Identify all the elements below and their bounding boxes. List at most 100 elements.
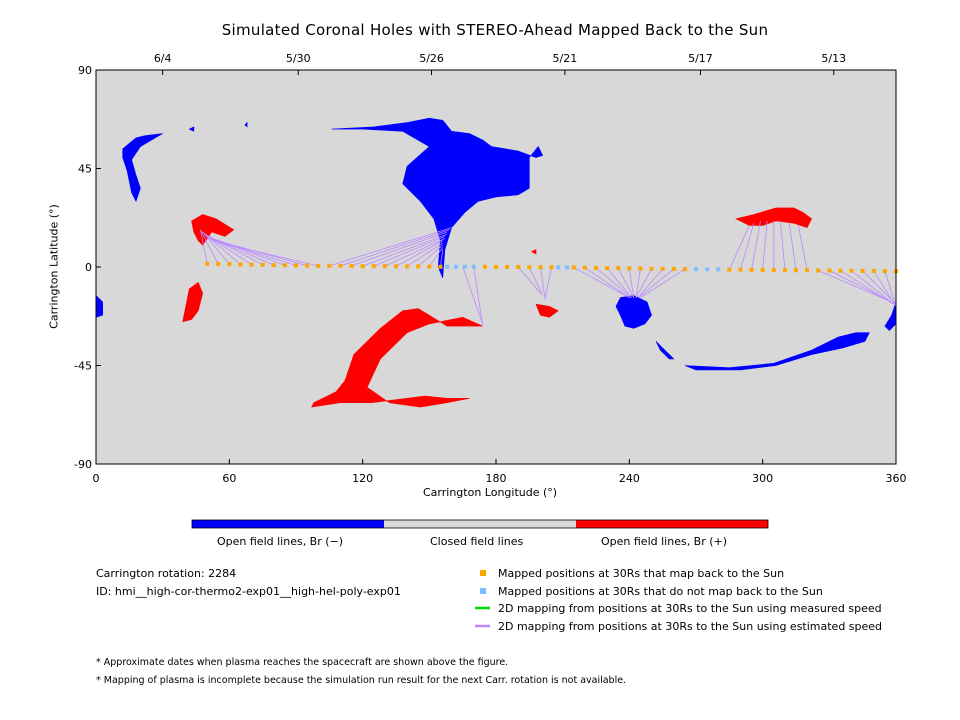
coronal-hole-positive: [530, 249, 537, 255]
mapping-line: [351, 231, 448, 267]
coronal-hole-positive: [535, 303, 559, 318]
y-tick-label: 0: [85, 261, 92, 274]
mapped-point: [627, 266, 632, 271]
mapped-point: [727, 267, 732, 272]
mapping-line: [573, 267, 630, 298]
axes: 0 60 120 180 240 300 360 -90 -45 0 45 90 6/4 5/30 5/26…: [74, 52, 906, 485]
colorbar: [191, 519, 769, 529]
mapping-line: [740, 223, 755, 270]
mapping-line: [728, 225, 750, 270]
mapping-line: [429, 247, 443, 267]
coronal-hole-negative: [244, 121, 248, 128]
mapping-line: [202, 231, 230, 265]
mapping-line: [637, 268, 675, 298]
mapped-point: [816, 268, 821, 273]
x-tick-label: 240: [619, 472, 640, 485]
mapping-line: [788, 223, 797, 271]
mapped-point: [838, 268, 843, 273]
mapped-point: [462, 264, 467, 269]
mapped-point: [260, 262, 265, 267]
y-tick-label: 90: [78, 64, 92, 77]
mapped-point: [349, 263, 354, 268]
mapped-point: [582, 265, 587, 270]
mapping-line: [584, 267, 630, 298]
mapped-point: [516, 265, 521, 269]
mapping-line: [473, 266, 484, 327]
mapped-point: [660, 266, 665, 271]
mapping-line: [406, 242, 443, 267]
mapped-point: [505, 265, 510, 269]
mapped-point: [805, 268, 810, 273]
legend-label-measured: 2D mapping from positions at 30Rs to the…: [498, 602, 882, 615]
top-date-label: 5/26: [419, 52, 444, 65]
mapped-point: [760, 267, 765, 272]
mapped-point: [316, 263, 321, 268]
mapping-line: [384, 238, 446, 267]
mapping-line: [780, 220, 786, 271]
mapped-point: [571, 265, 576, 270]
mapped-point: [782, 268, 787, 273]
mapping-line: [635, 268, 641, 298]
run-id: ID: hmi__high-cor-thermo2-exp01__high-he…: [96, 585, 401, 598]
mapping-line: [840, 270, 894, 305]
mapping-lines: [200, 220, 897, 327]
mapping-line: [797, 225, 808, 271]
mapped-point: [249, 262, 254, 267]
mapped-point: [565, 265, 570, 270]
colorbar-segment: [192, 520, 384, 528]
x-tick-label: 60: [222, 472, 236, 485]
mapped-point: [605, 266, 610, 271]
mapped-point: [238, 262, 243, 267]
legend-label-mapped: Mapped positions at 30Rs that map back t…: [498, 567, 785, 580]
legend-square-icon: [480, 588, 486, 594]
mapped-point: [671, 266, 676, 271]
mapped-point: [445, 264, 450, 269]
coronal-hole-negative: [684, 332, 870, 371]
mapped-point: [382, 264, 387, 269]
mapped-point: [360, 264, 365, 269]
x-tick-label: 0: [93, 472, 100, 485]
x-tick-label: 360: [886, 472, 907, 485]
mapped-point: [438, 264, 443, 269]
mapping-line: [340, 229, 450, 267]
coronal-hole-negative: [331, 117, 544, 279]
colorbar-segment: [576, 520, 768, 528]
colorbar-frame: [191, 519, 769, 529]
mapping-line: [200, 229, 208, 264]
x-tick-label: 120: [352, 472, 373, 485]
mapped-point: [305, 263, 310, 268]
mapped-point: [527, 265, 532, 270]
mapping-line: [617, 267, 635, 298]
mapped-point: [494, 265, 498, 269]
mapping-line: [873, 270, 897, 307]
mapping-line: [209, 238, 297, 266]
mapped-point: [205, 261, 210, 266]
mapped-point: [871, 268, 876, 273]
mapped-point: [427, 264, 432, 269]
mapping-line: [362, 233, 448, 267]
mapped-point: [616, 266, 621, 271]
carrington-rotation: Carrington rotation: 2284: [96, 567, 237, 580]
mapping-line: [751, 220, 761, 270]
mapping-line: [862, 270, 897, 305]
mapped-point: [738, 267, 743, 272]
coronal-hole-regions: [95, 117, 897, 408]
mapped-point: [538, 265, 543, 270]
mapped-point: [794, 268, 798, 273]
x-axis-label: Carrington Longitude (°): [423, 486, 558, 499]
mapped-point: [549, 265, 554, 270]
mapping-line: [595, 267, 632, 298]
mapped-point: [371, 264, 376, 269]
mapped-point: [227, 262, 232, 267]
mapped-point: [327, 263, 332, 268]
mapped-point: [482, 264, 487, 269]
mapping-line: [884, 271, 897, 307]
footnote-dates: * Approximate dates when plasma reaches …: [96, 657, 509, 668]
mapping-line: [211, 240, 319, 267]
mapping-line: [628, 268, 635, 298]
coronal-hole-positive: [182, 281, 204, 323]
mapped-point: [638, 266, 643, 271]
y-axis-label: Carrington Latitude (°): [47, 204, 61, 329]
mapped-point: [216, 261, 221, 266]
